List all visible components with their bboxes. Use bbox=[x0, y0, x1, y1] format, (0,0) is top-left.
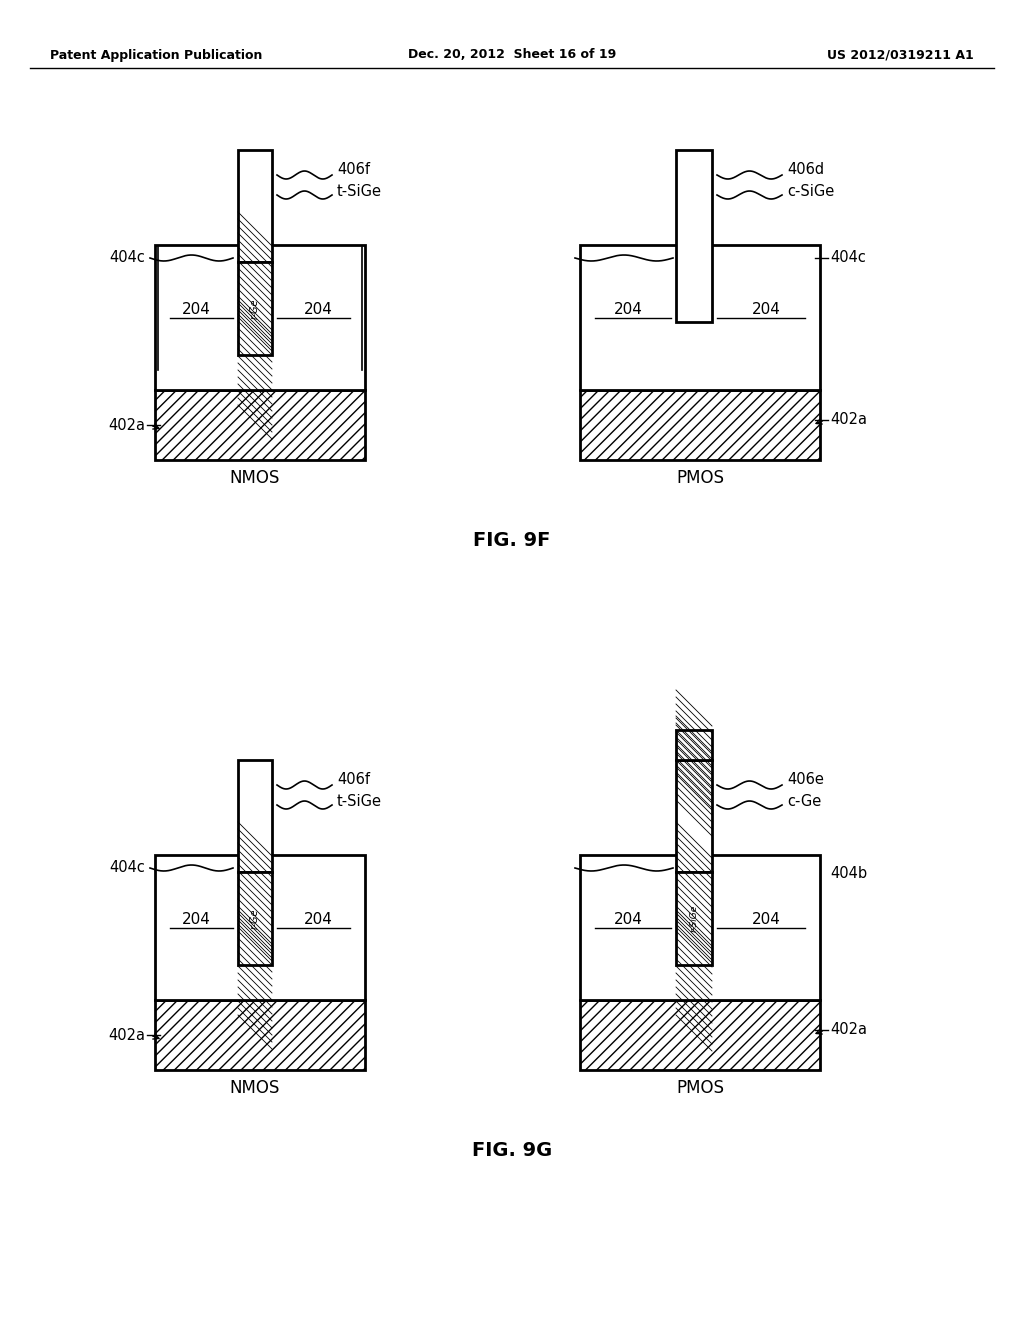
Bar bbox=[155, 1001, 365, 1071]
Text: c-SiGe: c-SiGe bbox=[787, 185, 835, 199]
Text: 406f: 406f bbox=[337, 772, 370, 788]
Bar bbox=[580, 389, 820, 459]
Text: 402a: 402a bbox=[108, 1027, 145, 1043]
Text: 402a: 402a bbox=[830, 1023, 867, 1038]
Text: FIG. 9G: FIG. 9G bbox=[472, 1140, 552, 1159]
Text: r-Ge: r-Ge bbox=[250, 298, 260, 318]
Text: 204: 204 bbox=[303, 912, 333, 928]
Text: 404c: 404c bbox=[110, 251, 145, 265]
Text: 404b: 404b bbox=[830, 866, 867, 880]
Text: 204: 204 bbox=[613, 912, 642, 928]
Text: r-SiGe: r-SiGe bbox=[689, 906, 698, 932]
Bar bbox=[676, 873, 712, 965]
Text: Dec. 20, 2012  Sheet 16 of 19: Dec. 20, 2012 Sheet 16 of 19 bbox=[408, 49, 616, 62]
Bar bbox=[155, 246, 365, 389]
Bar bbox=[676, 730, 712, 760]
Text: NMOS: NMOS bbox=[229, 469, 281, 487]
Text: 402a: 402a bbox=[108, 417, 145, 433]
Text: 406e: 406e bbox=[787, 772, 824, 788]
Text: 204: 204 bbox=[752, 302, 780, 318]
Bar bbox=[155, 389, 365, 459]
Text: r-Ge: r-Ge bbox=[250, 908, 260, 929]
Text: 204: 204 bbox=[303, 302, 333, 318]
Bar bbox=[580, 855, 820, 1001]
Text: c-Ge: c-Ge bbox=[787, 795, 821, 809]
Text: t-SiGe: t-SiGe bbox=[337, 795, 382, 809]
Text: FIG. 9F: FIG. 9F bbox=[473, 531, 551, 549]
Text: 204: 204 bbox=[752, 912, 780, 928]
Text: 204: 204 bbox=[613, 302, 642, 318]
Text: 406f: 406f bbox=[337, 162, 370, 177]
Text: PMOS: PMOS bbox=[676, 469, 724, 487]
Text: PMOS: PMOS bbox=[676, 1078, 724, 1097]
Bar bbox=[155, 855, 365, 1001]
Text: 204: 204 bbox=[181, 912, 211, 928]
Text: NMOS: NMOS bbox=[229, 1078, 281, 1097]
Text: 404c: 404c bbox=[830, 251, 866, 265]
Text: 204: 204 bbox=[181, 302, 211, 318]
Bar bbox=[238, 261, 272, 355]
Bar bbox=[238, 873, 272, 965]
Text: US 2012/0319211 A1: US 2012/0319211 A1 bbox=[827, 49, 974, 62]
Bar bbox=[676, 150, 712, 322]
Bar bbox=[580, 246, 820, 389]
Bar bbox=[580, 1001, 820, 1071]
Bar bbox=[238, 760, 272, 873]
Bar bbox=[238, 150, 272, 261]
Text: Patent Application Publication: Patent Application Publication bbox=[50, 49, 262, 62]
Text: t-SiGe: t-SiGe bbox=[337, 185, 382, 199]
Text: 404c: 404c bbox=[110, 861, 145, 875]
Bar bbox=[676, 760, 712, 873]
Text: 406d: 406d bbox=[787, 162, 824, 177]
Text: 402a: 402a bbox=[830, 412, 867, 428]
